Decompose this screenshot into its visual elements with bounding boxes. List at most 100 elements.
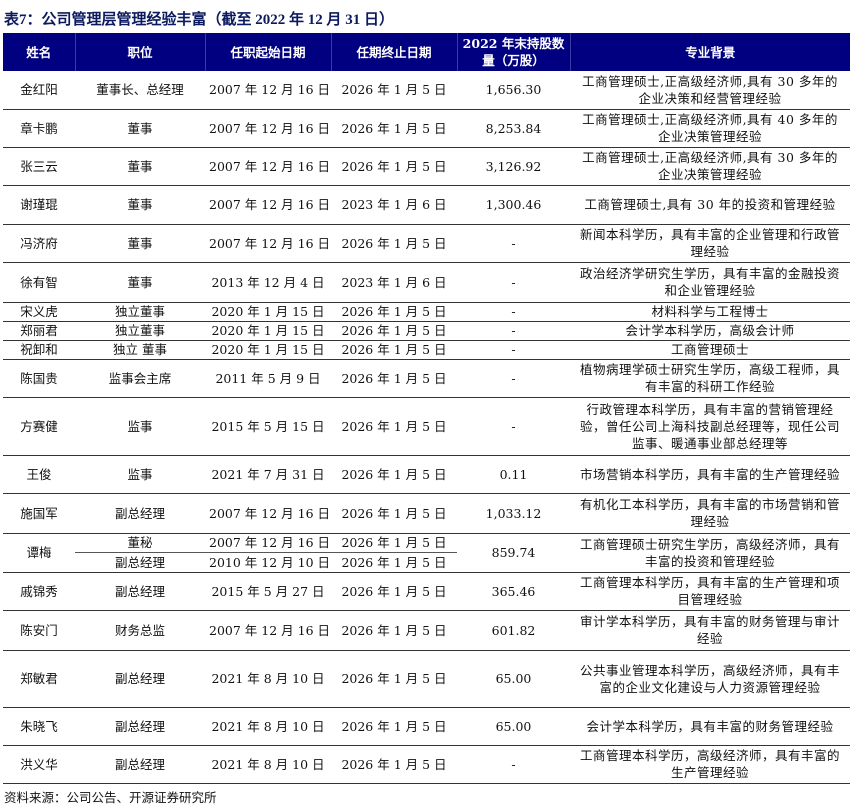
management-table: 姓名 职位 任职起始日期 任期终止日期 2022 年末持股数量（万股） 专业背景… — [3, 33, 850, 784]
table-row: 谭梅 董秘 2007 年 12 月 16 日 2026 年 1 月 5 日 859.74… — [3, 533, 850, 573]
cell-shares: - — [457, 302, 570, 322]
cell-background: 植物病理学硕士研究生学历，高级工程师，具有丰富的科研工作经验 — [570, 359, 850, 398]
cell-shares: 1,300.46 — [457, 185, 570, 225]
cell-shares: 601.82 — [457, 610, 570, 651]
cell-background: 行政管理本科学历，具有丰富的营销管理经验，曾任公司上海科技副总经理等，现任公司监… — [570, 397, 850, 456]
cell-shares: 859.74 — [457, 533, 570, 573]
cell-name: 祝卸和 — [3, 340, 75, 360]
cell-start-date: 2007 年 12 月 16 日 — [205, 71, 331, 110]
table-row: 祝卸和 独立 董事 2020 年 1 月 15 日 2026 年 1 月 5 日 - 工商… — [3, 340, 850, 360]
table-row: 郑敏君 副总经理 2021 年 8 月 10 日 2026 年 1 月 5 日 65.0… — [3, 650, 850, 708]
table-row: 施国军 副总经理 2007 年 12 月 16 日 2026 年 1 月 5 日 1,0… — [3, 493, 850, 534]
cell-background: 市场营销本科学历，具有丰富的生产管理经验 — [570, 455, 850, 494]
cell-start-date: 2007 年 12 月 16 日 — [205, 109, 331, 148]
cell-name: 洪义华 — [3, 745, 75, 784]
cell-position: 董事 — [75, 262, 205, 303]
cell-name: 朱晓飞 — [3, 707, 75, 746]
cell-name: 陈安门 — [3, 610, 75, 651]
cell-end-date: 2026 年 1 月 5 日 — [331, 650, 457, 708]
cell-background: 工商管理硕士研究生学历，高级经济师，具有丰富的投资和管理经验 — [570, 533, 850, 573]
cell-end-date: 2026 年 1 月 5 日 — [331, 302, 457, 322]
cell-background: 公共事业管理本科学历，高级经济师，具有丰富的企业文化建设与人力资源管理经验 — [570, 650, 850, 708]
header-shares: 2022 年末持股数量（万股） — [456, 33, 570, 71]
cell-name: 谭梅 — [3, 533, 75, 573]
table-row: 陈安门 财务总监 2007 年 12 月 16 日 2026 年 1 月 5 日 601… — [3, 610, 850, 651]
table-row: 方赛健 监事 2015 年 5 月 15 日 2026 年 1 月 5 日 - 行政管理本… — [3, 397, 850, 456]
cell-end-date: 2026 年 1 月 5 日 — [331, 109, 457, 148]
table-row: 陈国贵 监事会主席 2011 年 5 月 9 日 2026 年 1 月 5 日 - 植物病… — [3, 359, 850, 398]
table-row: 金红阳 董事长、总经理 2007 年 12 月 16 日 2026 年 1 月 5 日… — [3, 71, 850, 110]
header-end-date: 任期终止日期 — [330, 33, 457, 71]
cell-background: 审计学本科学历，具有丰富的财务管理与审计经验 — [570, 610, 850, 651]
cell-start-date: 2007 年 12 月 16 日 — [205, 610, 331, 651]
cell-background: 政治经济学研究生学历，具有丰富的金融投资和企业管理经验 — [570, 262, 850, 303]
cell-end-date: 2026 年 1 月 5 日 — [331, 493, 457, 534]
cell-end-date: 2026 年 1 月 5 日 — [331, 224, 457, 263]
cell-start-date: 2007 年 12 月 16 日 — [205, 493, 331, 534]
header-background: 专业背景 — [569, 33, 850, 71]
cell-position: 董秘 — [75, 533, 205, 553]
table-row: 戚锦秀 副总经理 2015 年 5 月 27 日 2026 年 1 月 5 日 365.… — [3, 572, 850, 611]
cell-shares: - — [457, 359, 570, 398]
table-row: 谢瑾琨 董事 2007 年 12 月 16 日 2023 年 1 月 6 日 1,300… — [3, 185, 850, 225]
table-row: 冯济府 董事 2007 年 12 月 16 日 2026 年 1 月 5 日 - 新闻本科… — [3, 224, 850, 263]
cell-end-date: 2026 年 1 月 5 日 — [331, 572, 457, 611]
cell-end-date: 2026 年 1 月 5 日 — [331, 359, 457, 398]
table-title: 表7：公司管理层管理经验丰富（截至 2022 年 12 月 31 日） — [4, 12, 395, 28]
table-row: 洪义华 副总经理 2021 年 8 月 10 日 2026 年 1 月 5 日 - 工商管… — [3, 745, 850, 784]
cell-name: 王俊 — [3, 455, 75, 494]
cell-position: 副总经理 — [75, 650, 205, 708]
cell-name: 方赛健 — [3, 397, 75, 456]
cell-position: 董事 — [75, 109, 205, 148]
cell-shares: - — [457, 745, 570, 784]
cell-position: 董事 — [75, 147, 205, 186]
cell-name: 金红阳 — [3, 71, 75, 110]
cell-start-date: 2020 年 1 月 15 日 — [205, 302, 331, 322]
cell-name: 郑敏君 — [3, 650, 75, 708]
cell-name: 冯济府 — [3, 224, 75, 263]
cell-start-date: 2020 年 1 月 15 日 — [205, 340, 331, 360]
cell-position: 董事 — [75, 224, 205, 263]
cell-name: 施国军 — [3, 493, 75, 534]
cell-position: 监事 — [75, 455, 205, 494]
cell-shares: 65.00 — [457, 650, 570, 708]
cell-end-date: 2026 年 1 月 5 日 — [331, 552, 457, 573]
cell-shares: 0.11 — [457, 455, 570, 494]
cell-start-date: 2010 年 12 月 10 日 — [205, 552, 331, 573]
cell-background: 新闻本科学历，具有丰富的企业管理和行政管理经验 — [570, 224, 850, 263]
table-row: 徐有智 董事 2013 年 12 月 4 日 2023 年 1 月 6 日 - 政治经济学… — [3, 262, 850, 303]
cell-end-date: 2023 年 1 月 6 日 — [331, 262, 457, 303]
header-row: 姓名 职位 任职起始日期 任期终止日期 2022 年末持股数量（万股） 专业背景 — [3, 33, 850, 71]
cell-position: 董事 — [75, 185, 205, 225]
cell-name: 宋义虎 — [3, 302, 75, 322]
header-name: 姓名 — [3, 33, 75, 71]
source-note: 资料来源：公司公告、开源证券研究所 — [4, 790, 217, 805]
cell-name: 徐有智 — [3, 262, 75, 303]
cell-background: 工商管理本科学历，高级经济师，具有丰富的生产管理经验 — [570, 745, 850, 784]
table-row: 朱晓飞 副总经理 2021 年 8 月 10 日 2026 年 1 月 5 日 65.0… — [3, 707, 850, 746]
cell-end-date: 2023 年 1 月 6 日 — [331, 185, 457, 225]
cell-end-date: 2026 年 1 月 5 日 — [331, 745, 457, 784]
cell-end-date: 2026 年 1 月 5 日 — [331, 707, 457, 746]
cell-name: 张三云 — [3, 147, 75, 186]
cell-background: 工商管理硕士,正高级经济师,具有 40 多年的企业决策管理经验 — [570, 109, 850, 148]
cell-position: 独立董事 — [75, 302, 205, 322]
cell-shares: - — [457, 321, 570, 341]
cell-end-date: 2026 年 1 月 5 日 — [331, 340, 457, 360]
table-body: 金红阳 董事长、总经理 2007 年 12 月 16 日 2026 年 1 月 5 日… — [3, 71, 850, 784]
cell-start-date: 2020 年 1 月 15 日 — [205, 321, 331, 341]
cell-end-date: 2026 年 1 月 5 日 — [331, 397, 457, 456]
cell-shares: - — [457, 224, 570, 263]
cell-start-date: 2011 年 5 月 9 日 — [205, 359, 331, 398]
cell-end-date: 2026 年 1 月 5 日 — [331, 147, 457, 186]
cell-position: 副总经理 — [75, 552, 205, 573]
cell-name: 章卡鹏 — [3, 109, 75, 148]
table-row: 副总经理 2010 年 12 月 10 日 2026 年 1 月 5 日 — [3, 552, 850, 573]
cell-end-date: 2026 年 1 月 5 日 — [331, 455, 457, 494]
cell-position: 监事会主席 — [75, 359, 205, 398]
cell-background: 工商管理硕士,具有 30 年的投资和管理经验 — [570, 185, 850, 225]
cell-position: 监事 — [75, 397, 205, 456]
cell-start-date: 2013 年 12 月 4 日 — [205, 262, 331, 303]
cell-position: 副总经理 — [75, 493, 205, 534]
table-row: 章卡鹏 董事 2007 年 12 月 16 日 2026 年 1 月 5 日 8,253… — [3, 109, 850, 148]
